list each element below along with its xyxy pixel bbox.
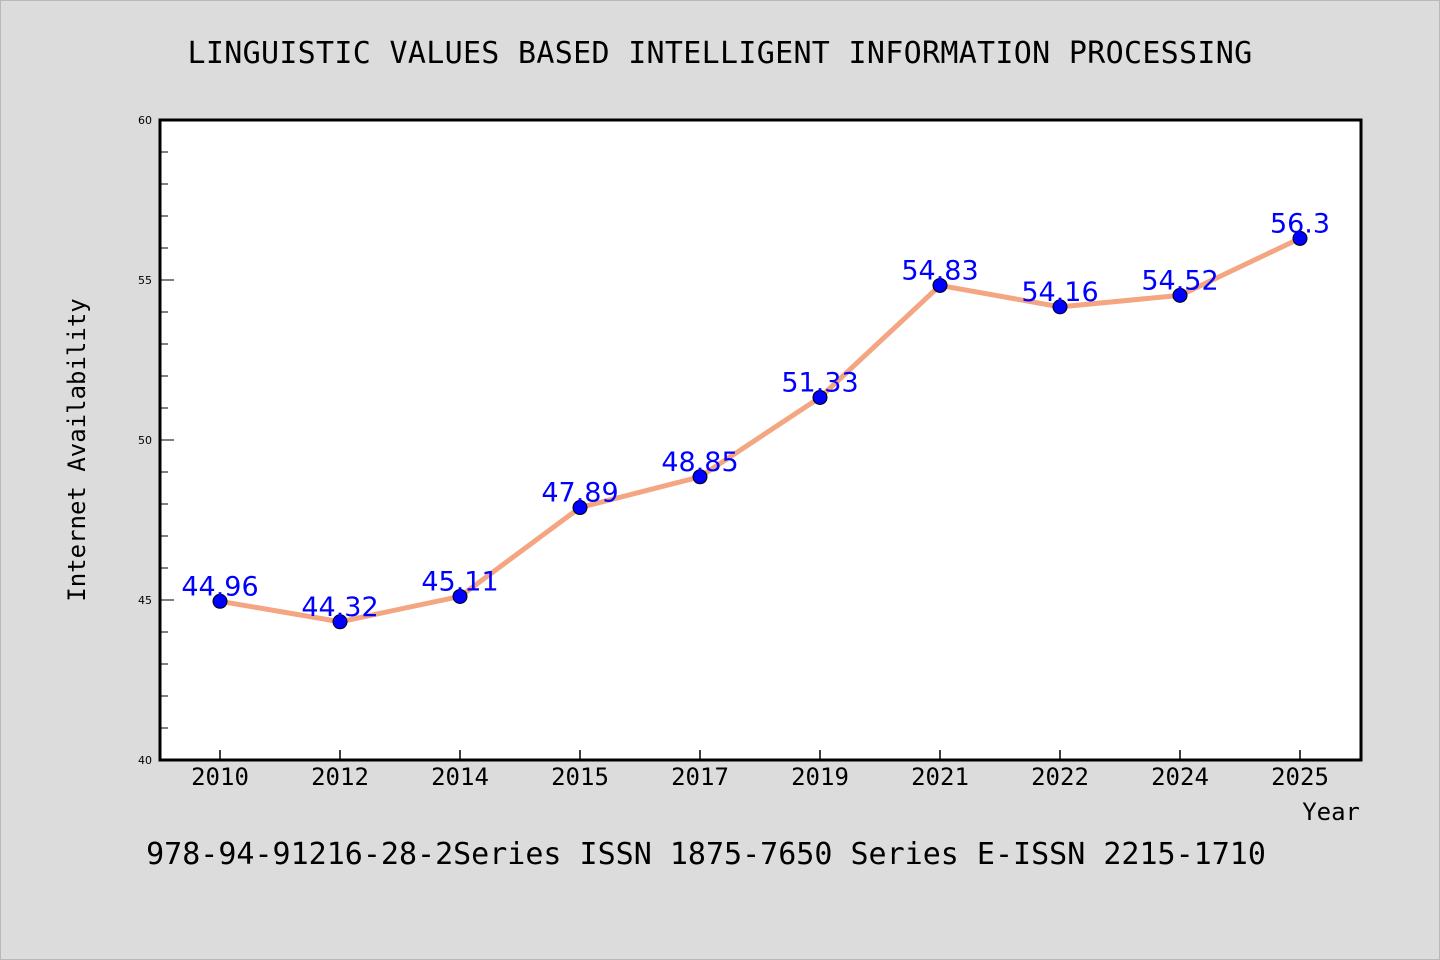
data-label: 51.33 [781,367,858,398]
x-tick-label: 2010 [191,763,249,791]
x-tick-label: 2012 [311,763,369,791]
x-tick-label: 2024 [1151,763,1209,791]
data-point [212,593,228,609]
data-point [812,389,828,405]
data-label: 48.85 [661,447,738,478]
data-point [932,277,948,293]
x-axis-ticks: 2010 2012 2014 2015 2017 2019 2021 2022 2024 2025 [191,750,1329,791]
data-label: 44.32 [301,592,378,623]
footer-text: 978-94-91216-28-2Series ISSN 1875-7650 S… [146,837,1266,872]
y-tick-label: 40 [138,754,152,767]
x-tick-label: 2025 [1271,763,1329,791]
data-point [572,500,588,516]
data-point [1292,230,1308,246]
y-tick-label: 50 [138,434,152,447]
x-tick-label: 2019 [791,763,849,791]
data-label: 54.52 [1141,265,1218,296]
data-label: 47.89 [541,478,618,509]
data-point [332,614,348,630]
data-label: 54.16 [1021,277,1098,308]
data-label: 54.83 [901,255,978,286]
data-point [452,588,468,604]
data-point [692,469,708,485]
y-axis-ticks: 40 45 50 55 60 [138,114,174,767]
x-tick-label: 2021 [911,763,969,791]
data-labels: 44.96 44.32 45.11 47.89 48.85 51.33 54.83 54.16… [181,208,1330,622]
x-tick-label: 2017 [671,763,729,791]
data-label: 56.3 [1270,208,1330,239]
x-tick-label: 2014 [431,763,489,791]
y-axis-label: Internet Availability [63,298,91,601]
plot-area [158,118,1363,762]
series-layer [212,230,1308,630]
series-line [217,235,1303,625]
data-point [1172,287,1188,303]
y-tick-label: 45 [138,594,152,607]
y-tick-label: 55 [138,274,152,287]
y-tick-label: 60 [138,114,152,127]
x-tick-label: 2015 [551,763,609,791]
x-axis-label: Year [1302,798,1360,826]
data-label: 45.11 [421,566,498,597]
data-label: 44.96 [181,571,258,602]
chart-title: LINGUISTIC VALUES BASED INTELLIGENT INFO… [188,36,1253,71]
data-point [1052,299,1068,315]
x-tick-label: 2022 [1031,763,1089,791]
